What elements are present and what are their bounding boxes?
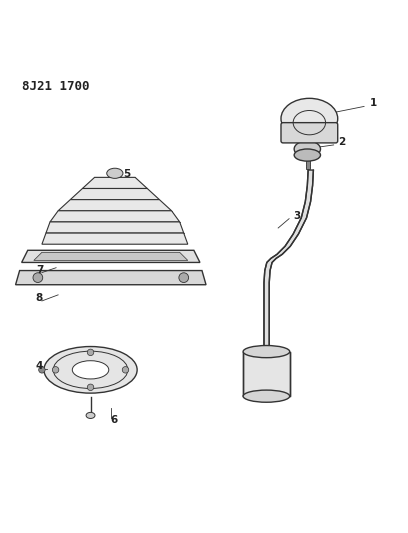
Text: 1: 1 — [370, 99, 377, 108]
Circle shape — [33, 273, 43, 282]
Text: 3: 3 — [293, 211, 300, 221]
Polygon shape — [34, 252, 188, 261]
Polygon shape — [22, 251, 200, 262]
Polygon shape — [16, 271, 206, 285]
FancyBboxPatch shape — [306, 155, 310, 169]
Circle shape — [87, 384, 94, 391]
Polygon shape — [70, 189, 160, 200]
Text: 4: 4 — [36, 361, 43, 370]
Text: 2: 2 — [338, 137, 345, 147]
Polygon shape — [264, 170, 313, 352]
Ellipse shape — [294, 149, 321, 161]
Ellipse shape — [72, 361, 109, 379]
Circle shape — [122, 367, 129, 373]
Polygon shape — [42, 233, 188, 244]
Ellipse shape — [281, 98, 338, 139]
Ellipse shape — [86, 413, 95, 418]
Ellipse shape — [44, 346, 137, 393]
Polygon shape — [82, 177, 147, 189]
Text: 5: 5 — [123, 169, 130, 179]
Polygon shape — [50, 211, 180, 222]
Ellipse shape — [243, 390, 290, 402]
FancyBboxPatch shape — [281, 123, 338, 143]
Text: 6: 6 — [111, 415, 118, 424]
Text: 7: 7 — [36, 264, 43, 274]
Polygon shape — [46, 222, 184, 233]
Ellipse shape — [243, 345, 290, 358]
Ellipse shape — [107, 168, 123, 179]
Ellipse shape — [294, 141, 321, 157]
Circle shape — [52, 367, 59, 373]
Circle shape — [39, 367, 45, 373]
Circle shape — [87, 349, 94, 356]
Polygon shape — [58, 200, 172, 211]
Text: 8J21 1700: 8J21 1700 — [22, 80, 89, 93]
Circle shape — [179, 273, 188, 282]
FancyBboxPatch shape — [243, 352, 290, 396]
Text: 8: 8 — [36, 293, 43, 303]
